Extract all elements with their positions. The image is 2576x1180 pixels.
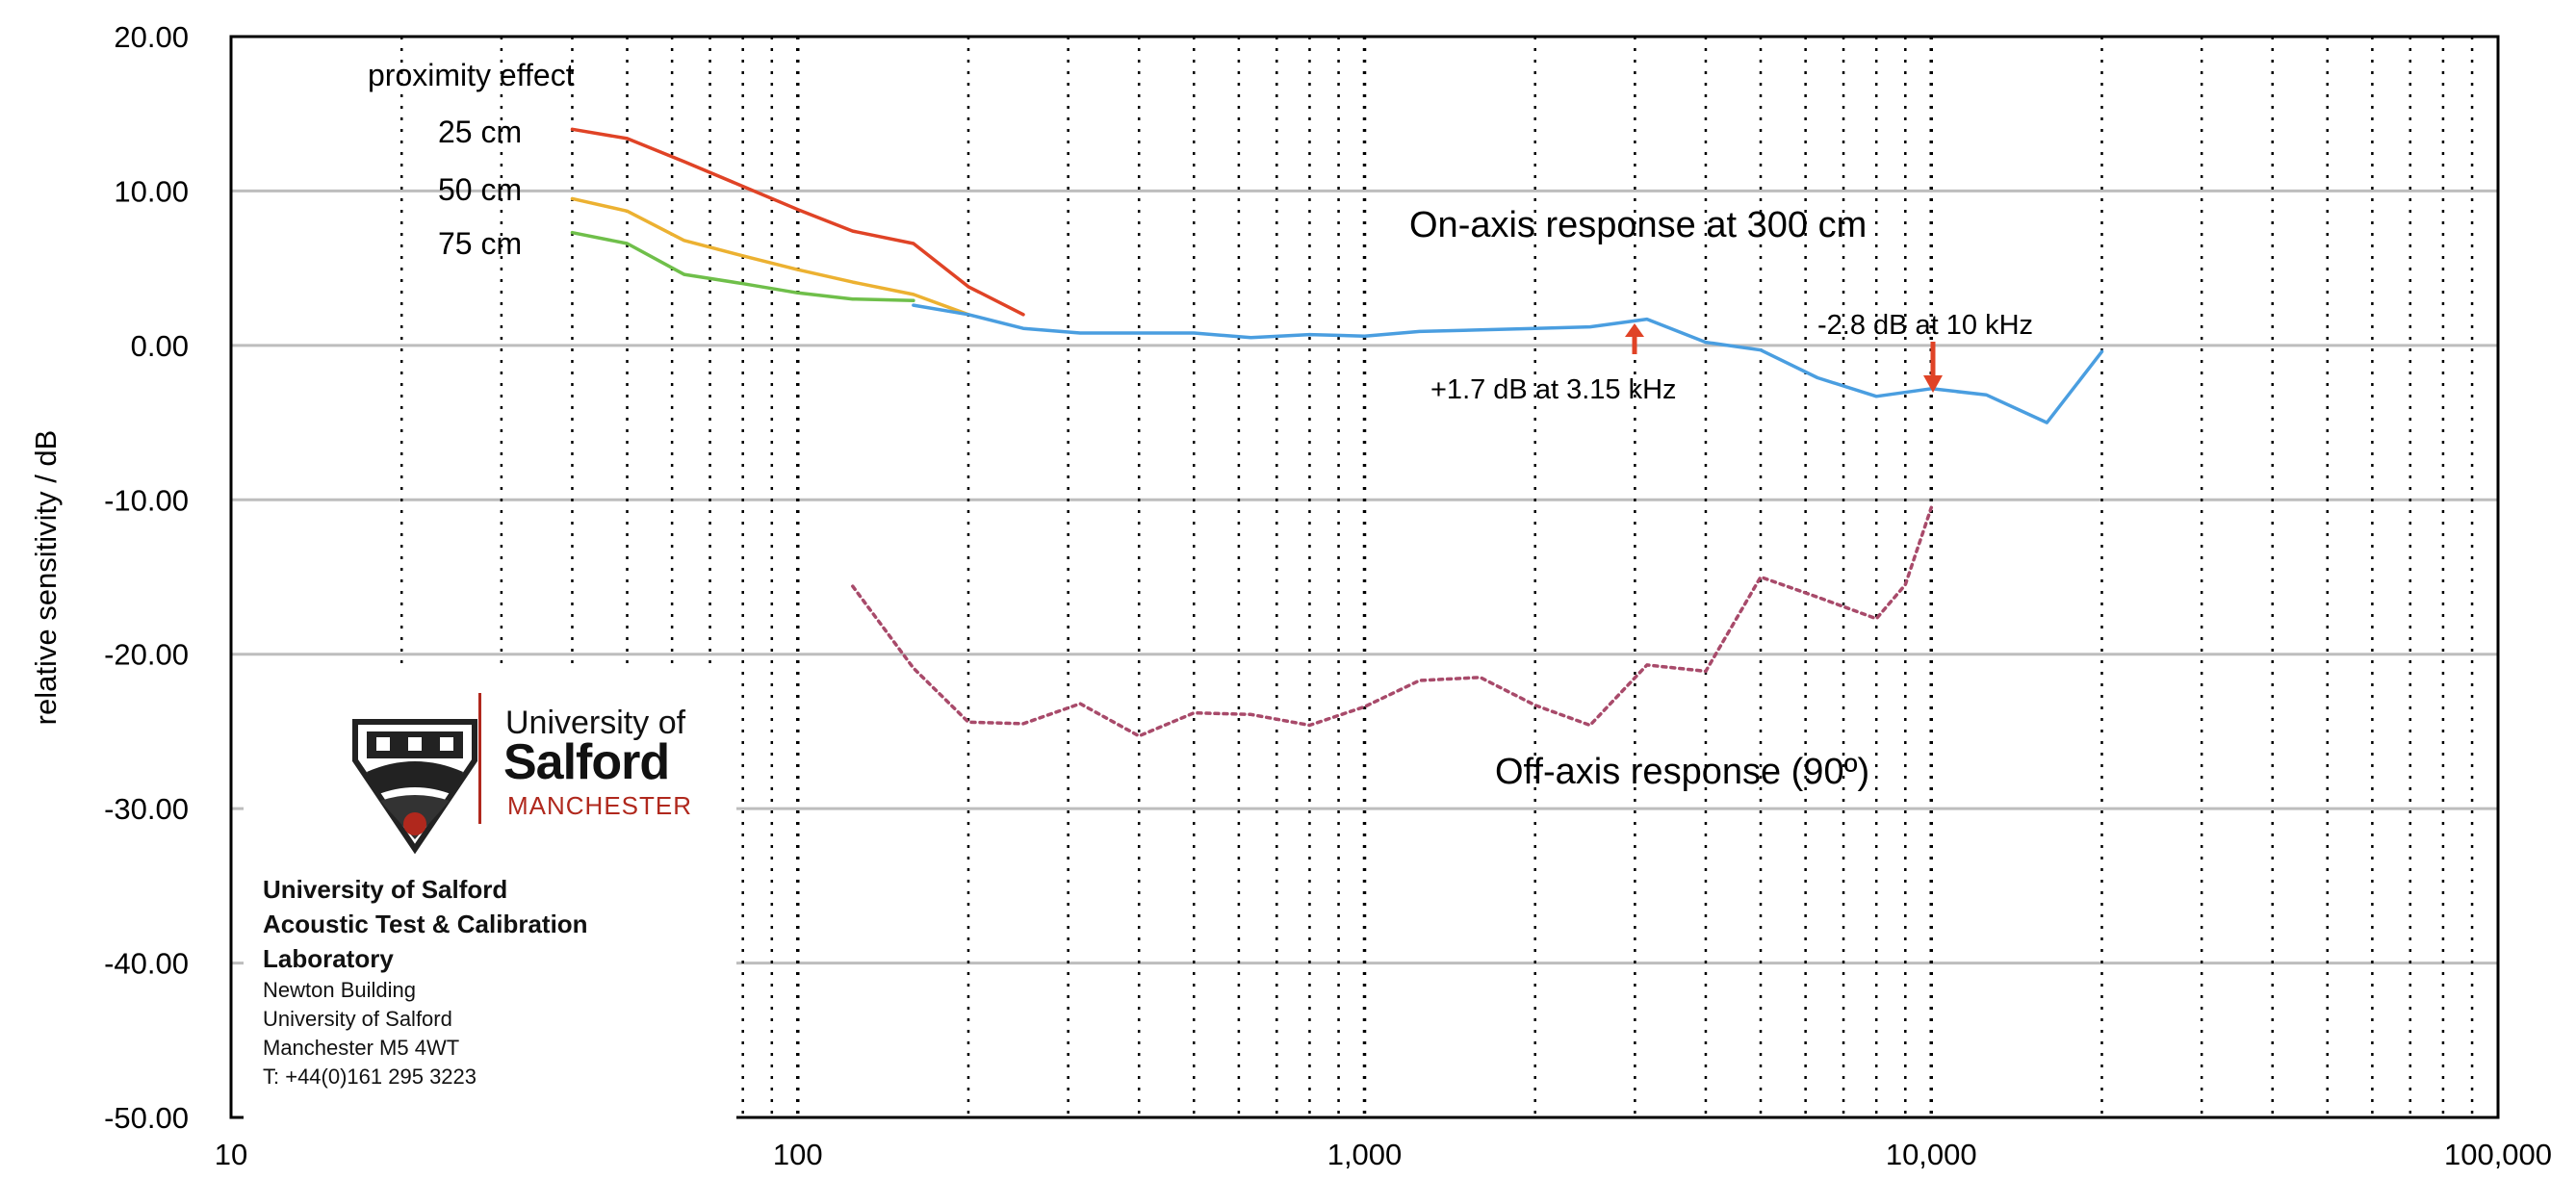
series-line-0 xyxy=(570,127,1025,317)
y-tick-label: -50.00 xyxy=(104,1101,189,1135)
lab-logo-panel: University of Salford MANCHESTER Univers… xyxy=(244,670,736,1120)
dip-arrow xyxy=(1923,342,1943,393)
series-line-4 xyxy=(851,505,1934,738)
lab-name: University of Salford Acoustic Test & Ca… xyxy=(263,872,588,976)
address-line: T: +44(0)161 295 3223 xyxy=(263,1065,477,1089)
y-tick-labels: 20.00 10.00 0.00 -10.00 -20.00 -30.00 -40.00 -5… xyxy=(104,20,189,1135)
peak-arrow xyxy=(1625,323,1644,354)
proximity-50cm-label: 50 cm xyxy=(438,172,522,207)
brand-line-1: University of xyxy=(505,705,686,741)
x-tick-label: 1,000 xyxy=(1327,1138,1403,1171)
off-axis-label: Off-axis response (90º) xyxy=(1495,752,1869,792)
peak-annotation: +1.7 dB at 3.15 kHz xyxy=(1430,374,1677,405)
salford-crest-icon xyxy=(352,719,477,855)
series-line-2 xyxy=(570,230,915,303)
y-tick-label: -10.00 xyxy=(104,483,189,517)
y-tick-label: -20.00 xyxy=(104,638,189,672)
y-tick-label: -30.00 xyxy=(104,792,189,826)
dip-annotation: -2.8 dB at 10 kHz xyxy=(1817,310,2033,341)
x-tick-label: 100,000 xyxy=(2444,1138,2552,1171)
y-axis-label: relative sensitivity / dB xyxy=(29,430,63,726)
address-line: University of Salford xyxy=(263,1007,452,1031)
series-layer xyxy=(570,127,2104,738)
address-line: Manchester M5 4WT xyxy=(263,1036,460,1060)
plot-frame xyxy=(229,35,2500,1119)
x-tick-label: 10,000 xyxy=(1886,1138,1977,1171)
brand-line-2: Salford xyxy=(503,734,670,790)
x-tick-label: 100 xyxy=(773,1138,823,1171)
logo-divider xyxy=(478,693,481,824)
y-tick-label: 20.00 xyxy=(114,20,189,54)
proximity-25cm-label: 25 cm xyxy=(438,115,522,149)
series-line-3 xyxy=(912,303,2104,424)
y-tick-label: -40.00 xyxy=(104,947,189,981)
lab-name-line: University of Salford xyxy=(263,875,508,904)
address-line: Newton Building xyxy=(263,978,416,1002)
lab-address: Newton Building University of Salford Ma… xyxy=(263,976,477,1091)
brand-line-3: MANCHESTER xyxy=(507,791,693,820)
series-line-1 xyxy=(570,196,970,317)
on-axis-label: On-axis response at 300 cm xyxy=(1409,205,1867,245)
proximity-75cm-label: 75 cm xyxy=(438,226,522,261)
y-tick-label: 10.00 xyxy=(114,174,189,208)
y-tick-label: 0.00 xyxy=(131,329,189,363)
x-tick-labels: 10 100 1,000 10,000 100,000 xyxy=(215,1138,2552,1171)
proximity-effect-label: proximity effect xyxy=(368,58,575,92)
x-tick-label: 10 xyxy=(215,1138,247,1171)
lab-name-line: Acoustic Test & Calibration xyxy=(263,910,588,938)
lab-name-line: Laboratory xyxy=(263,944,394,973)
